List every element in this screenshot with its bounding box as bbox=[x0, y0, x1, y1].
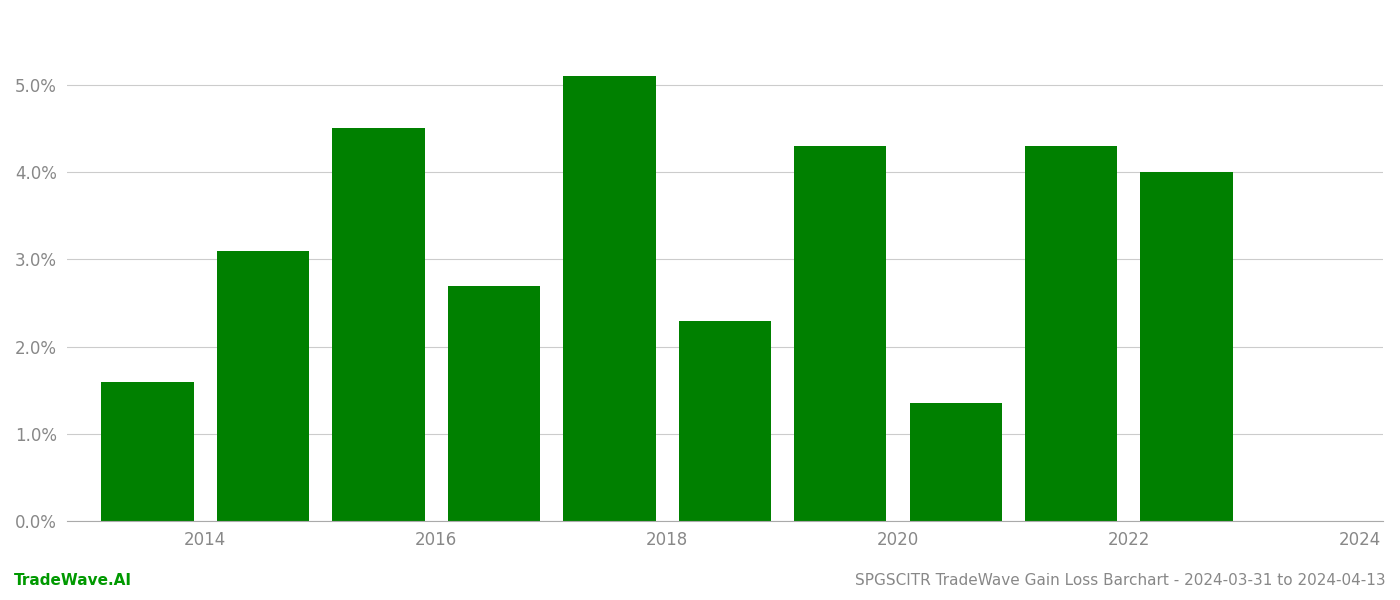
Bar bbox=[563, 76, 655, 521]
Bar bbox=[217, 251, 309, 521]
Text: TradeWave.AI: TradeWave.AI bbox=[14, 573, 132, 588]
Bar bbox=[1025, 146, 1117, 521]
Bar bbox=[332, 128, 424, 521]
Bar bbox=[1141, 172, 1233, 521]
Bar bbox=[101, 382, 193, 521]
Bar bbox=[910, 403, 1002, 521]
Bar bbox=[448, 286, 540, 521]
Bar bbox=[794, 146, 886, 521]
Text: SPGSCITR TradeWave Gain Loss Barchart - 2024-03-31 to 2024-04-13: SPGSCITR TradeWave Gain Loss Barchart - … bbox=[855, 573, 1386, 588]
Bar bbox=[679, 320, 771, 521]
